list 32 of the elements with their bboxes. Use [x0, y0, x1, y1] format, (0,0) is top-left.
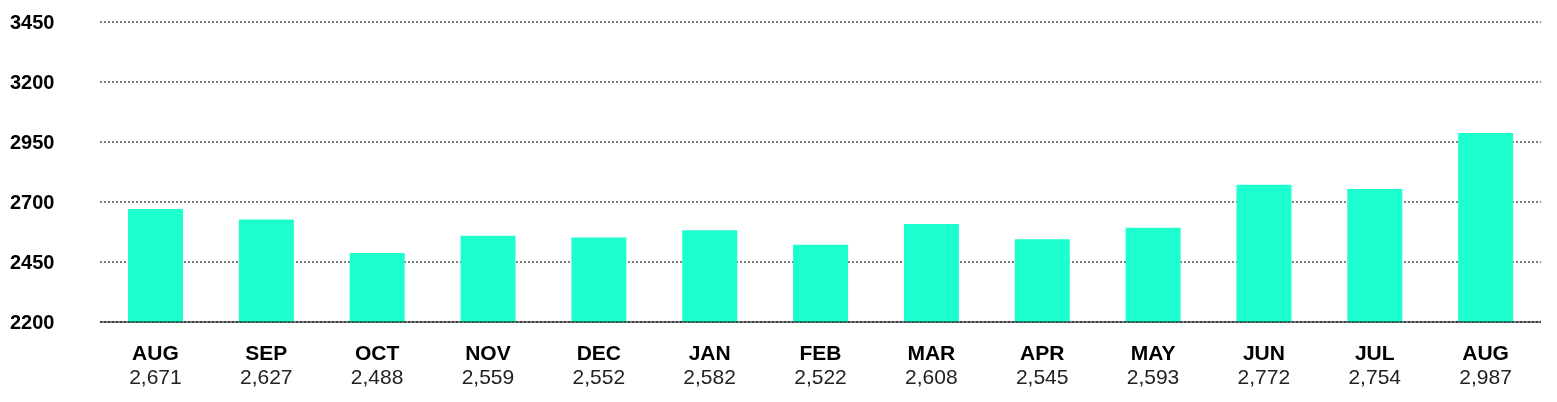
y-tick-label: 2450 [10, 251, 55, 273]
x-tick-label: DEC [576, 341, 621, 364]
x-tick-label: MAR [907, 341, 956, 364]
data-label: 2,671 [129, 365, 182, 388]
x-tick-label: OCT [354, 341, 400, 364]
data-label: 2,754 [1348, 365, 1402, 388]
data-label: 2,552 [572, 365, 626, 388]
data-label: 2,522 [794, 365, 847, 388]
x-tick-label: AUG [1462, 341, 1509, 364]
data-label: 2,559 [461, 365, 515, 388]
x-tick-label: MAY [1130, 341, 1176, 364]
x-tick-label: AUG [132, 341, 179, 364]
x-tick-label: APR [1020, 341, 1065, 364]
y-tick-label: 2700 [10, 191, 55, 213]
data-label: 2,608 [905, 365, 958, 388]
data-label: 2,582 [683, 365, 736, 388]
x-tick-label: NOV [465, 341, 511, 364]
x-tick-label: FEB [799, 341, 842, 364]
x-tick-label: SEP [245, 341, 288, 364]
x-tick-label: JAN [688, 341, 731, 364]
data-label: 2,627 [239, 365, 293, 388]
data-label: 2,987 [1459, 365, 1512, 388]
x-tick-label: JUL [1354, 341, 1395, 364]
y-tick-label: 3200 [10, 71, 55, 93]
data-label: 2,545 [1015, 365, 1069, 388]
data-label: 2,772 [1237, 365, 1291, 388]
y-tick-label: 3450 [10, 11, 55, 33]
x-tick-label: JUN [1242, 341, 1285, 364]
y-tick-label: 2950 [10, 131, 55, 153]
data-label: 2,488 [350, 365, 404, 388]
data-label: 2,593 [1126, 365, 1180, 388]
y-tick-label: 2200 [10, 311, 55, 333]
